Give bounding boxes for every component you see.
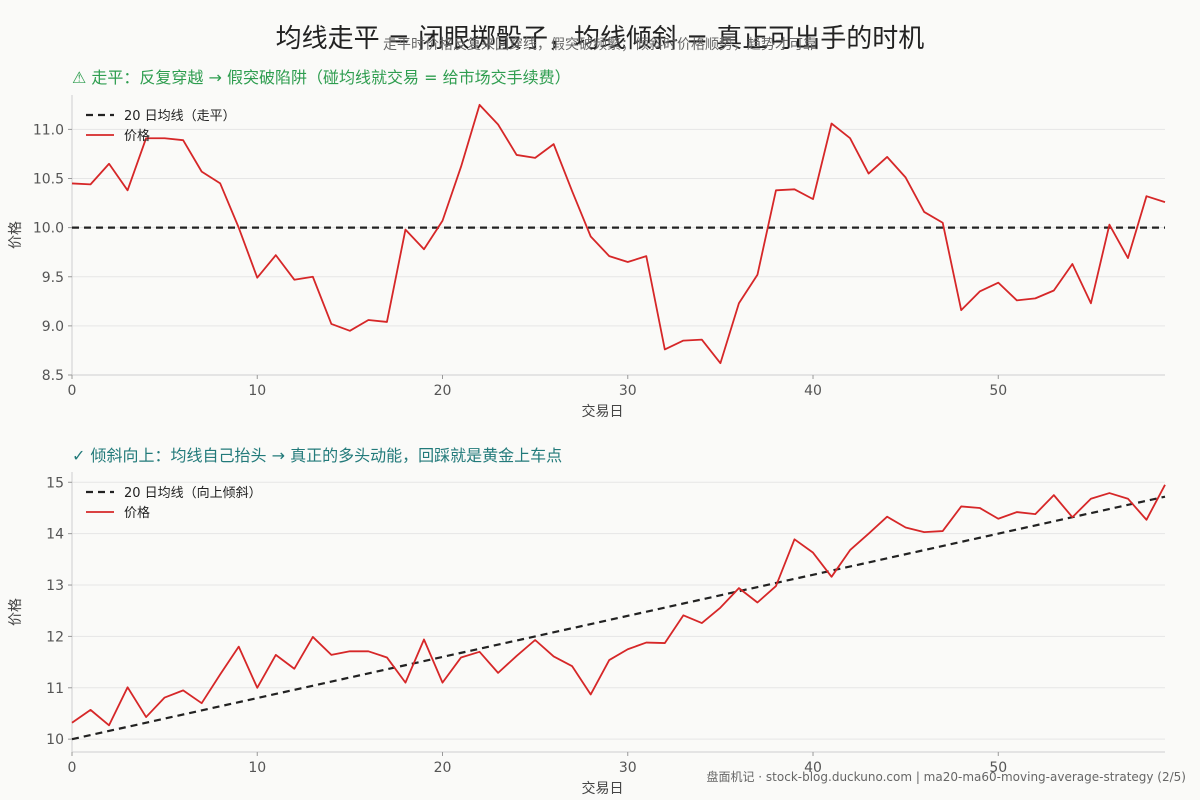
panel2-y-axis-label: 价格 <box>8 598 24 626</box>
panel2-x-tick-label: 20 <box>434 760 452 776</box>
panel1-x-tick-label: 40 <box>804 383 822 399</box>
panel1-y-tick-label: 10.5 <box>33 172 64 188</box>
panel2-ma-line <box>71 495 1166 741</box>
panel1-x-tick-label: 10 <box>248 383 266 399</box>
panel2-title: ✓ 倾斜向上：均线自己抬头 → 真正的多头动能，回踩就是黄金上车点 <box>72 446 563 465</box>
panel2-price-line <box>71 484 1166 727</box>
panel2-x-tick-label: 50 <box>989 760 1007 776</box>
panel1-chart: 8.5 9.0 9.5 10.0 10.5 11.0 0 10 20 30 40 50 交易日 价格 20 … <box>8 95 1166 420</box>
page-title: 均线走平 = 闭眼掷骰子，均线倾斜 = 真正可出手的时机 <box>275 24 925 54</box>
panel1-x-tick-label: 30 <box>619 383 637 399</box>
panel2-legend-ma-label: 20 日均线（向上倾斜） <box>124 485 262 501</box>
footer-credit: 盘面机记 · stock-blog.duckuno.com | ma20-ma6… <box>706 770 1186 784</box>
panel1-legend-price-label: 价格 <box>124 128 150 144</box>
panel1-y-tick-label: 10.0 <box>33 221 64 237</box>
panel2-x-tick-label: 30 <box>619 760 637 776</box>
panel2-y-tick-label: 10 <box>46 732 64 748</box>
page-subtitle: 走平时价格反复来回穿线，假突破频繁；倾斜时价格顺势，趋势才可靠 <box>383 37 817 53</box>
panel1-y-tick-label: 9.0 <box>42 319 64 335</box>
panel1-x-tick-label: 0 <box>68 383 77 399</box>
panel1-x-axis-label: 交易日 <box>582 403 624 420</box>
panel1-y-tick-label: 11.0 <box>33 122 64 138</box>
panel2-x-tick-label: 10 <box>248 760 266 776</box>
panel1-y-tick-label: 9.5 <box>42 270 64 286</box>
panel2-x-tick-label: 40 <box>804 760 822 776</box>
panel2-x-tick-label: 0 <box>68 760 77 776</box>
panel1-price-line <box>71 103 1166 365</box>
panel1-title: ⚠ 走平：反复穿越 → 假突破陷阱（碰均线就交易 = 给市场交手续费） <box>72 68 571 87</box>
panel2-y-tick-label: 13 <box>46 578 64 594</box>
panel2-y-tick-label: 15 <box>46 475 64 491</box>
panel2-y-tick-label: 11 <box>46 681 64 697</box>
panel1-x-tick-label: 50 <box>989 383 1007 399</box>
panel2-legend-price-label: 价格 <box>124 505 150 521</box>
panel2-y-tick-label: 12 <box>46 629 64 645</box>
panel2-y-tick-label: 14 <box>46 527 64 543</box>
panel1-y-axis-label: 价格 <box>8 221 24 249</box>
panel1-legend-ma-label: 20 日均线（走平） <box>124 109 236 124</box>
panel1-y-tick-label: 8.5 <box>42 368 64 384</box>
panel2-x-axis-label: 交易日 <box>582 780 624 797</box>
panel1-x-tick-label: 20 <box>434 383 452 399</box>
